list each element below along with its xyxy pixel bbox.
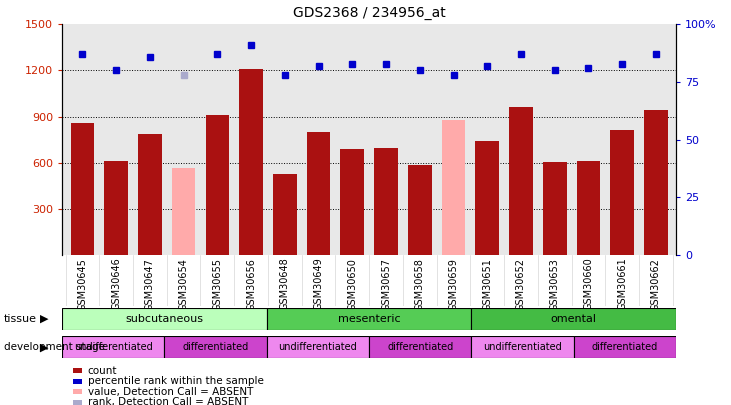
Bar (574, 336, 676, 358)
Bar (62, 336, 164, 358)
Bar (205, 115, 229, 255)
Text: GSM30652: GSM30652 (516, 258, 526, 311)
Bar (369, 336, 471, 358)
Bar (543, 162, 567, 255)
Bar (267, 308, 471, 330)
Text: subcutaneous: subcutaneous (126, 314, 203, 324)
Text: omental: omental (551, 314, 596, 324)
Text: GSM30653: GSM30653 (550, 258, 560, 311)
Text: GSM30646: GSM30646 (111, 258, 121, 310)
Bar (577, 161, 600, 255)
Text: GSM30654: GSM30654 (178, 258, 189, 311)
Text: count: count (88, 366, 117, 375)
Bar (164, 336, 267, 358)
Text: mesenteric: mesenteric (338, 314, 401, 324)
Bar (71, 123, 94, 255)
Bar (62, 308, 267, 330)
Text: GSM30650: GSM30650 (347, 258, 357, 311)
Text: tissue: tissue (4, 314, 37, 324)
Bar (374, 148, 398, 255)
Bar (471, 336, 574, 358)
Text: differentiated: differentiated (183, 342, 249, 352)
Text: GSM30657: GSM30657 (381, 258, 391, 311)
Text: GSM30649: GSM30649 (314, 258, 324, 310)
Bar (510, 107, 533, 255)
Bar (341, 149, 364, 255)
Text: differentiated: differentiated (387, 342, 453, 352)
Text: GSM30658: GSM30658 (414, 258, 425, 311)
Text: undifferentiated: undifferentiated (483, 342, 562, 352)
Text: undifferentiated: undifferentiated (74, 342, 153, 352)
Text: ▶: ▶ (40, 342, 49, 352)
Text: differentiated: differentiated (592, 342, 658, 352)
Text: development stage: development stage (4, 342, 105, 352)
Bar (138, 134, 162, 255)
Text: ▶: ▶ (40, 314, 49, 324)
Bar (610, 130, 634, 255)
Text: GSM30647: GSM30647 (145, 258, 155, 311)
Text: GSM30651: GSM30651 (482, 258, 492, 311)
Bar (267, 336, 369, 358)
Bar (239, 69, 263, 255)
Bar (273, 174, 297, 255)
Bar (644, 111, 667, 255)
Text: GSM30659: GSM30659 (449, 258, 458, 311)
Text: GSM30648: GSM30648 (280, 258, 289, 310)
Text: GSM30661: GSM30661 (617, 258, 627, 310)
Text: GSM30655: GSM30655 (212, 258, 222, 311)
Text: GSM30656: GSM30656 (246, 258, 256, 311)
Text: rank, Detection Call = ABSENT: rank, Detection Call = ABSENT (88, 397, 248, 405)
Title: GDS2368 / 234956_at: GDS2368 / 234956_at (293, 6, 445, 21)
Text: GSM30645: GSM30645 (77, 258, 88, 311)
Text: GSM30660: GSM30660 (583, 258, 594, 310)
Text: percentile rank within the sample: percentile rank within the sample (88, 376, 264, 386)
Text: undifferentiated: undifferentiated (279, 342, 357, 352)
Text: value, Detection Call = ABSENT: value, Detection Call = ABSENT (88, 387, 253, 396)
Bar (471, 308, 676, 330)
Bar (408, 165, 431, 255)
Bar (172, 168, 195, 255)
Text: GSM30662: GSM30662 (651, 258, 661, 311)
Bar (442, 120, 466, 255)
Bar (307, 132, 330, 255)
Bar (475, 141, 499, 255)
Bar (105, 161, 128, 255)
